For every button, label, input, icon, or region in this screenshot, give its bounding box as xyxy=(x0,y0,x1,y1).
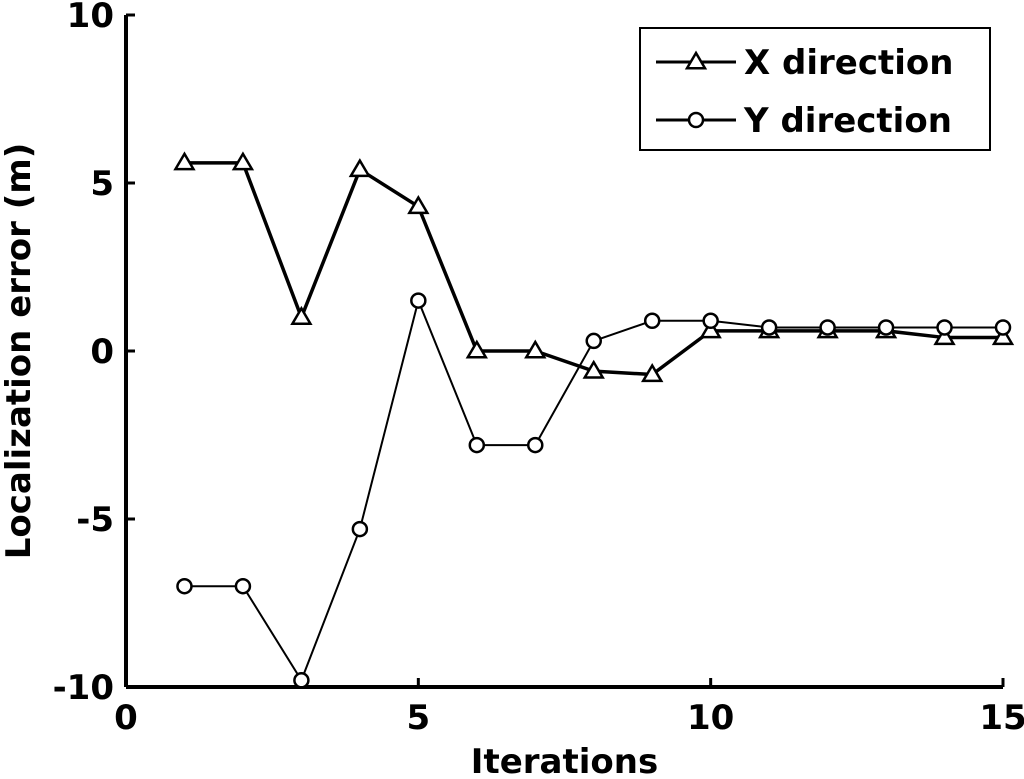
ticks: 0 5 10 15 -10 -5 0 5 10 xyxy=(53,0,1024,738)
y-tick-label: 10 xyxy=(67,0,114,36)
y-direction-data-point xyxy=(410,292,427,309)
y-direction-data-point xyxy=(293,672,310,689)
x-direction-data-point xyxy=(348,158,372,178)
legend-marker xyxy=(687,111,705,129)
y-direction-data-point xyxy=(702,312,719,330)
y-tick-label: 0 xyxy=(90,332,114,372)
y-tick-label: 5 xyxy=(90,164,114,204)
legend-marker xyxy=(684,50,708,70)
x-direction-data-point xyxy=(290,305,313,325)
y-tick-label: -10 xyxy=(53,668,114,708)
x-direction-data-point xyxy=(699,319,722,339)
y-direction-data-point xyxy=(585,332,602,350)
x-tick-label: 10 xyxy=(687,698,734,738)
x-direction-data-point xyxy=(465,339,488,359)
legend-label-y-direction: Y direction xyxy=(743,101,952,141)
x-direction-data-point xyxy=(641,363,664,383)
x-direction-data-point xyxy=(991,326,1015,346)
series-line-y-direction xyxy=(184,297,1003,683)
y-direction-data-point xyxy=(819,319,836,336)
x-tick-label: 5 xyxy=(406,698,430,738)
x-direction-data-point xyxy=(231,151,255,171)
x-direction-data-point xyxy=(933,326,956,346)
y-direction-data-point xyxy=(176,577,193,595)
x-direction-data-point xyxy=(173,151,196,171)
x-direction-data-point xyxy=(407,195,430,215)
y-direction-data-point xyxy=(877,319,895,336)
y-tick-label: -5 xyxy=(76,500,114,540)
x-direction-data-point xyxy=(582,359,605,379)
y-direction-data-point xyxy=(760,319,778,336)
x-tick-label: 15 xyxy=(979,698,1024,738)
y-direction-data-point xyxy=(527,436,544,454)
x-direction-data-point xyxy=(524,339,547,359)
y-axis-label: Localization error (m) xyxy=(0,143,39,560)
x-tick-label: 0 xyxy=(114,698,138,738)
legend-label-x-direction: X direction xyxy=(744,43,954,83)
series-lines xyxy=(173,151,1015,689)
y-direction-data-point xyxy=(643,312,661,330)
y-direction-data-point xyxy=(936,319,953,336)
legend-marker-y-direction xyxy=(656,111,736,129)
x-axis-label: Iterations xyxy=(471,742,658,779)
y-direction-data-point xyxy=(351,520,369,538)
y-direction-data-point xyxy=(234,577,252,595)
legend-marker-x-direction xyxy=(656,50,736,70)
y-direction-data-point xyxy=(468,436,486,454)
legend: X direction Y direction xyxy=(639,27,991,151)
legend-box xyxy=(639,27,991,151)
y-direction-data-point xyxy=(994,319,1012,336)
